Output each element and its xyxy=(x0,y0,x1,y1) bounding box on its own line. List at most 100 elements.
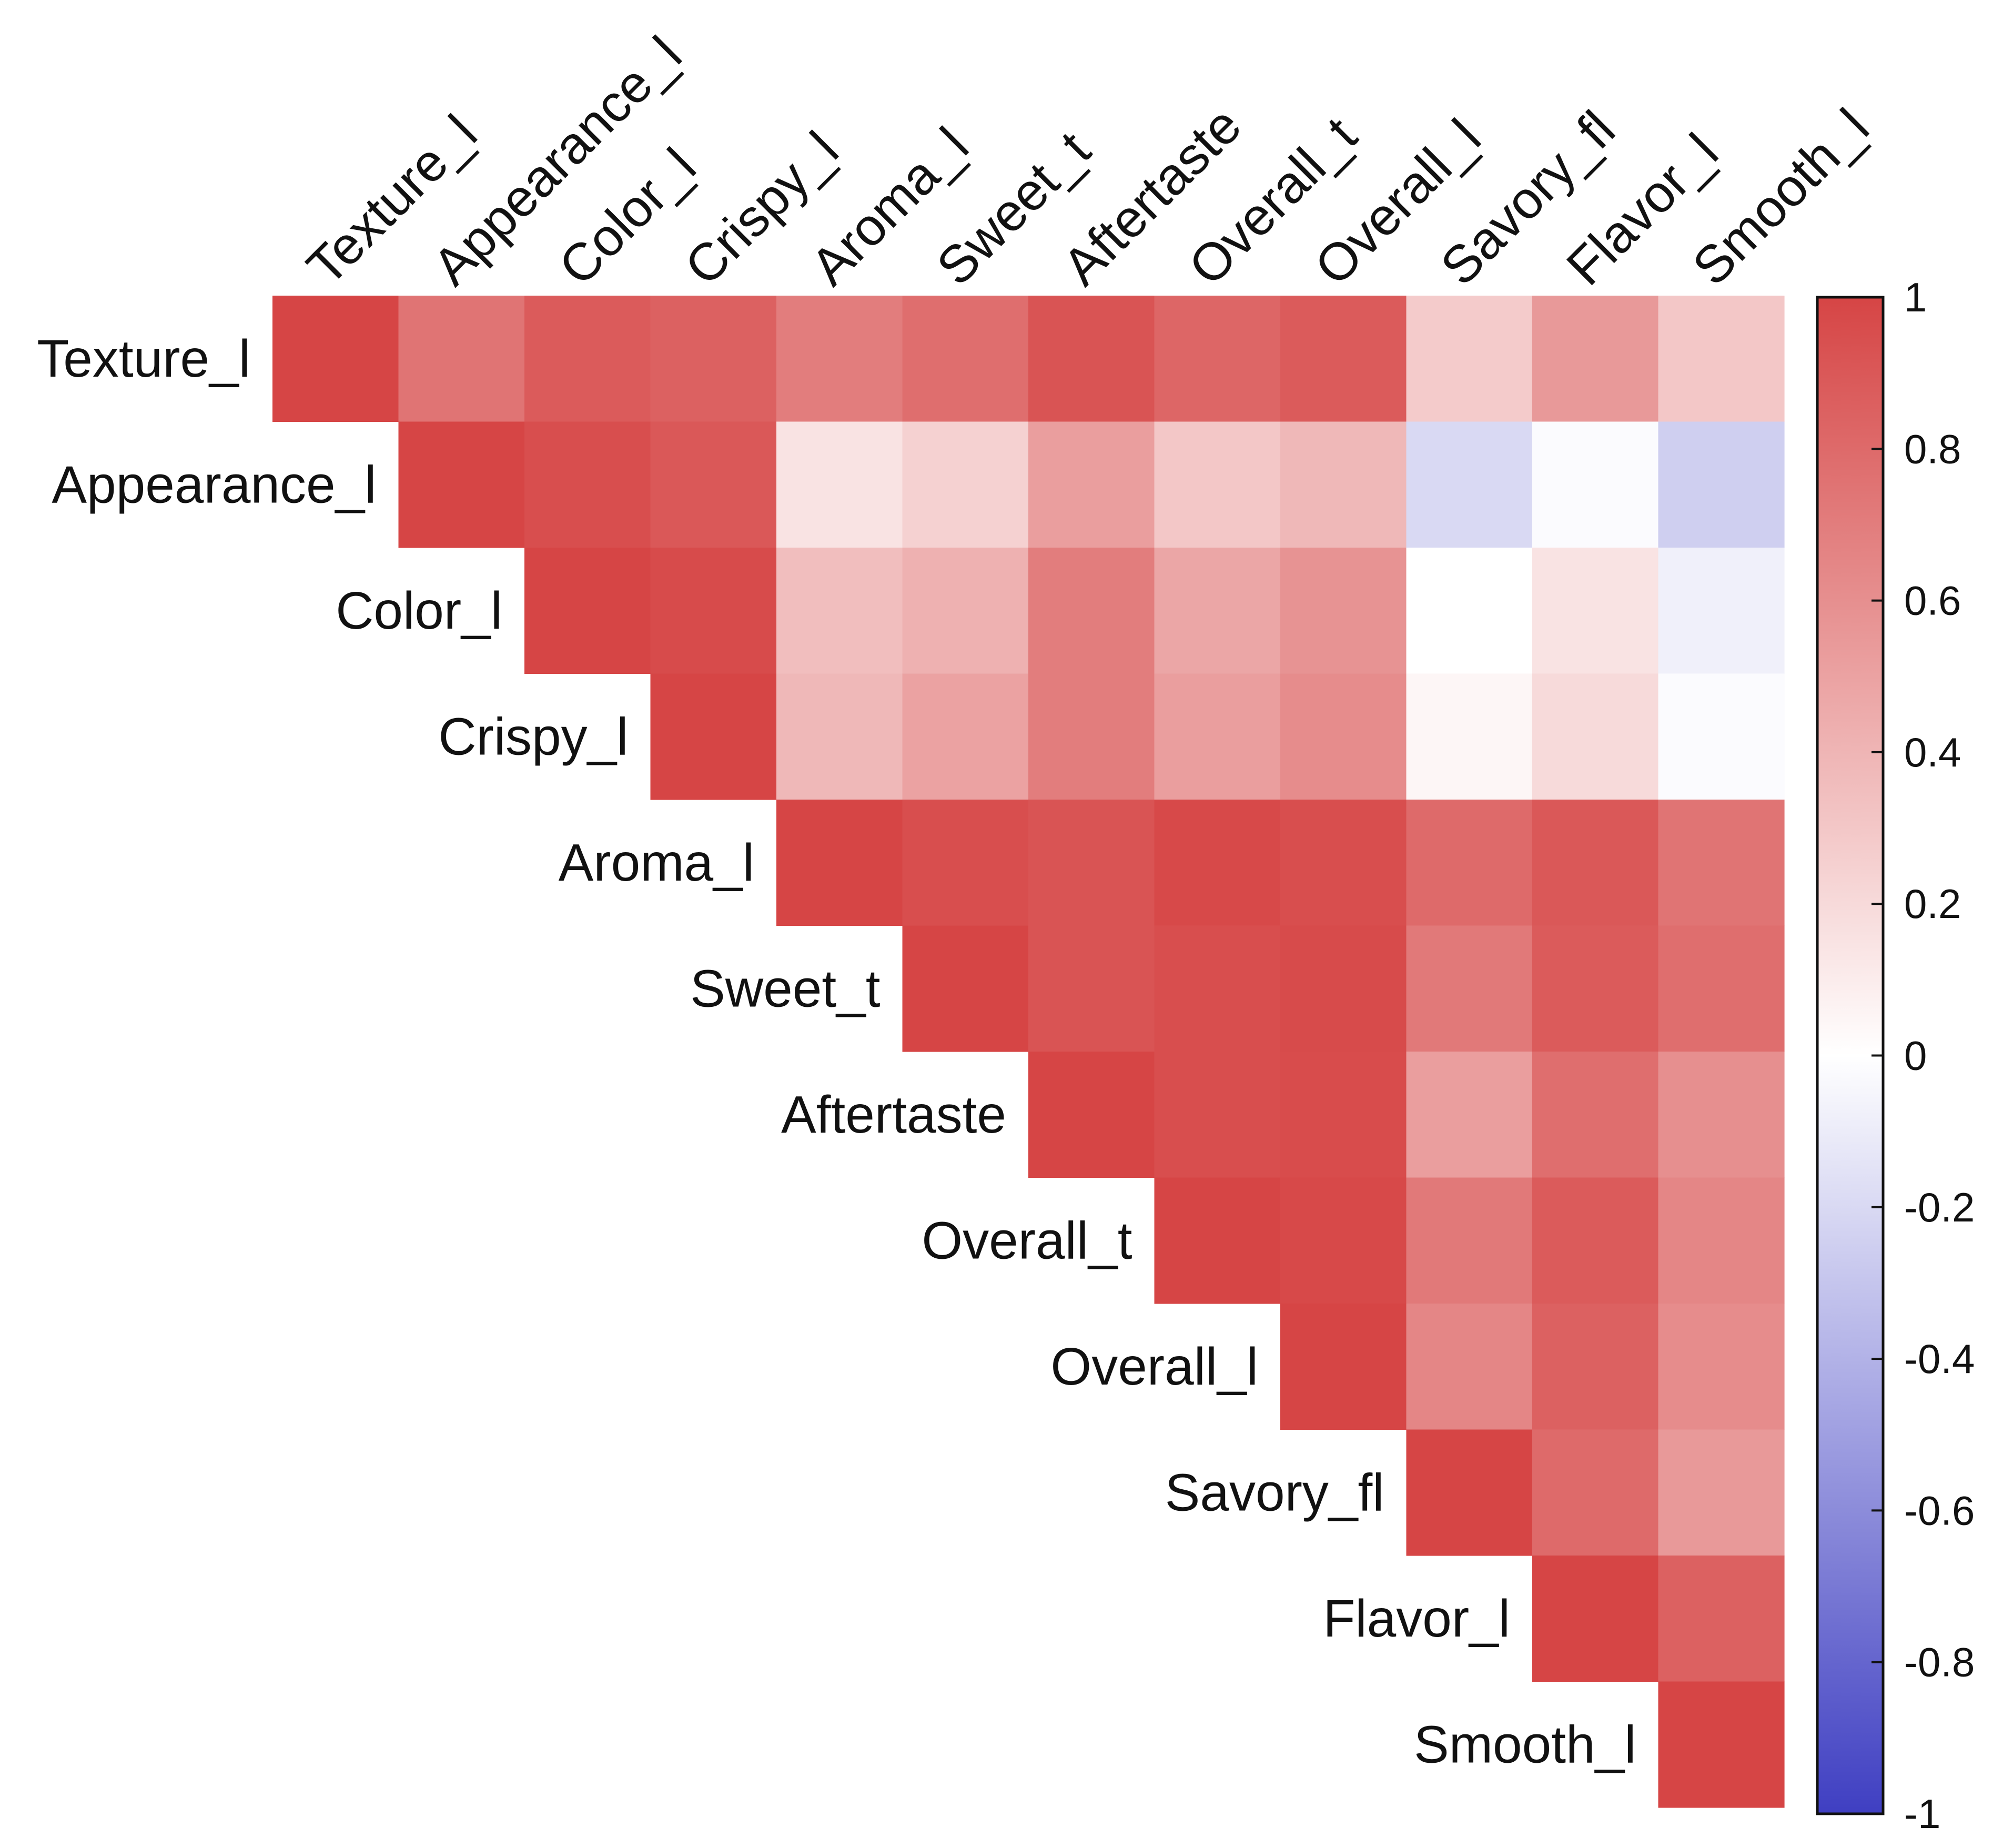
heatmap-cell-Sweet_t-Overall_l xyxy=(1280,925,1407,1052)
colorbar-tick-label: 0.6 xyxy=(1904,578,1961,624)
heatmap-cell-Crispy_l-Aroma_l xyxy=(776,673,903,800)
row-label: Overall_l xyxy=(1050,1337,1258,1396)
row-label: Color_l xyxy=(336,581,502,640)
heatmap-cell-Overall_t-Flavor_l xyxy=(1532,1177,1659,1304)
heatmap-cell-Texture_l-Texture_l xyxy=(272,296,399,422)
heatmap-cell-Texture_l-Smooth_l xyxy=(1658,296,1785,422)
heatmap-cell-Aroma_l-Flavor_l xyxy=(1532,800,1659,926)
column-label: Smooth_l xyxy=(1682,98,1880,297)
heatmap-cell-Aroma_l-Aftertaste xyxy=(1028,800,1155,926)
colorbar-tick-label: -0.2 xyxy=(1904,1184,1975,1230)
heatmap-cell-Appearance_l-Sweet_t xyxy=(902,421,1029,548)
heatmap-cell-Appearance_l-Color_l xyxy=(524,421,651,548)
heatmap-cell-Sweet_t-Overall_t xyxy=(1154,925,1281,1052)
heatmap-cell-Color_l-Crispy_l xyxy=(650,548,777,674)
heatmap-cell-Crispy_l-Crispy_l xyxy=(650,673,777,800)
heatmap-cell-Appearance_l-Savory_fl xyxy=(1406,421,1533,548)
heatmap-cell-Sweet_t-Aftertaste xyxy=(1028,925,1155,1052)
colorbar-tick-label: 1 xyxy=(1904,274,1927,320)
row-label: Crispy_l xyxy=(438,707,628,766)
heatmap-cell-Flavor_l-Smooth_l xyxy=(1658,1556,1785,1682)
heatmap-cell-Crispy_l-Overall_t xyxy=(1154,673,1281,800)
colorbar-tick-label: -0.4 xyxy=(1904,1336,1975,1382)
heatmap-cell-Appearance_l-Overall_l xyxy=(1280,421,1407,548)
heatmap-cell-Savory_fl-Smooth_l xyxy=(1658,1429,1785,1556)
heatmap-cell-Aftertaste-Savory_fl xyxy=(1406,1052,1533,1178)
heatmap-cell-Color_l-Flavor_l xyxy=(1532,548,1659,674)
heatmap-cell-Aftertaste-Overall_t xyxy=(1154,1052,1281,1178)
heatmap-cell-Texture_l-Sweet_t xyxy=(902,296,1029,422)
heatmap-cell-Color_l-Overall_l xyxy=(1280,548,1407,674)
heatmap-cell-Aroma_l-Savory_fl xyxy=(1406,800,1533,926)
row-label: Aftertaste xyxy=(781,1085,1006,1144)
heatmap-cell-Texture_l-Overall_l xyxy=(1280,296,1407,422)
heatmap-cell-Crispy_l-Overall_l xyxy=(1280,673,1407,800)
heatmap-cell-Texture_l-Appearance_l xyxy=(398,296,525,422)
heatmap-cell-Savory_fl-Savory_fl xyxy=(1406,1429,1533,1556)
heatmap-cell-Overall_t-Smooth_l xyxy=(1658,1177,1785,1304)
heatmap-cell-Texture_l-Crispy_l xyxy=(650,296,777,422)
row-label: Aroma_l xyxy=(559,833,754,892)
heatmap-cell-Appearance_l-Aroma_l xyxy=(776,421,903,548)
heatmap-cell-Overall_t-Overall_l xyxy=(1280,1177,1407,1304)
heatmap-cell-Appearance_l-Overall_t xyxy=(1154,421,1281,548)
heatmap-cell-Savory_fl-Flavor_l xyxy=(1532,1429,1659,1556)
heatmap-cell-Aroma_l-Overall_t xyxy=(1154,800,1281,926)
colorbar-tick-label: 0.8 xyxy=(1904,426,1961,472)
heatmap-cell-Overall_t-Savory_fl xyxy=(1406,1177,1533,1304)
colorbar-tick-label: -1 xyxy=(1904,1791,1940,1837)
heatmap-cell-Appearance_l-Smooth_l xyxy=(1658,421,1785,548)
row-label: Overall_t xyxy=(922,1211,1132,1270)
heatmap-cell-Aroma_l-Overall_l xyxy=(1280,800,1407,926)
heatmap-cell-Texture_l-Overall_t xyxy=(1154,296,1281,422)
colorbar-tick-label: 0 xyxy=(1904,1033,1927,1079)
heatmap-cell-Aftertaste-Flavor_l xyxy=(1532,1052,1659,1178)
heatmap-cell-Texture_l-Flavor_l xyxy=(1532,296,1659,422)
row-label: Smooth_l xyxy=(1414,1715,1636,1774)
column-labels: Texture_lAppearance_lColor_lCrispy_lArom… xyxy=(296,25,1880,297)
row-label: Appearance_l xyxy=(52,455,376,514)
heatmap-cell-Overall_l-Overall_l xyxy=(1280,1304,1407,1430)
row-label: Savory_fl xyxy=(1165,1463,1384,1522)
heatmap-cell-Color_l-Savory_fl xyxy=(1406,548,1533,674)
heatmap-cell-Color_l-Smooth_l xyxy=(1658,548,1785,674)
heatmap-cell-Aroma_l-Aroma_l xyxy=(776,800,903,926)
heatmap-cell-Sweet_t-Sweet_t xyxy=(902,925,1029,1052)
heatmap-cell-Appearance_l-Appearance_l xyxy=(398,421,525,548)
heatmap-cells xyxy=(272,296,1785,1808)
heatmap-cell-Appearance_l-Aftertaste xyxy=(1028,421,1155,548)
heatmap-cell-Sweet_t-Savory_fl xyxy=(1406,925,1533,1052)
heatmap-cell-Texture_l-Aftertaste xyxy=(1028,296,1155,422)
heatmap-cell-Overall_l-Savory_fl xyxy=(1406,1304,1533,1430)
heatmap-cell-Color_l-Sweet_t xyxy=(902,548,1029,674)
heatmap-cell-Aroma_l-Sweet_t xyxy=(902,800,1029,926)
heatmap-cell-Sweet_t-Smooth_l xyxy=(1658,925,1785,1052)
row-label: Sweet_t xyxy=(690,959,881,1018)
heatmap-cell-Appearance_l-Flavor_l xyxy=(1532,421,1659,548)
heatmap-cell-Color_l-Aroma_l xyxy=(776,548,903,674)
heatmap-cell-Crispy_l-Flavor_l xyxy=(1532,673,1659,800)
heatmap-cell-Texture_l-Color_l xyxy=(524,296,651,422)
heatmap-cell-Flavor_l-Flavor_l xyxy=(1532,1556,1659,1682)
heatmap-cell-Aftertaste-Aftertaste xyxy=(1028,1052,1155,1178)
heatmap-cell-Aftertaste-Overall_l xyxy=(1280,1052,1407,1178)
colorbar-tick-label: -0.6 xyxy=(1904,1487,1975,1533)
heatmap-cell-Smooth_l-Smooth_l xyxy=(1658,1681,1785,1808)
heatmap-cell-Crispy_l-Aftertaste xyxy=(1028,673,1155,800)
heatmap-cell-Texture_l-Savory_fl xyxy=(1406,296,1533,422)
colorbar-tick-label: -0.8 xyxy=(1904,1639,1975,1685)
heatmap-cell-Color_l-Overall_t xyxy=(1154,548,1281,674)
heatmap-cell-Overall_l-Smooth_l xyxy=(1658,1304,1785,1430)
heatmap-cell-Crispy_l-Smooth_l xyxy=(1658,673,1785,800)
heatmap-cell-Appearance_l-Crispy_l xyxy=(650,421,777,548)
heatmap-cell-Color_l-Color_l xyxy=(524,548,651,674)
heatmap-cell-Overall_l-Flavor_l xyxy=(1532,1304,1659,1430)
heatmap-cell-Sweet_t-Flavor_l xyxy=(1532,925,1659,1052)
row-label: Texture_l xyxy=(37,329,250,388)
heatmap-cell-Aroma_l-Smooth_l xyxy=(1658,800,1785,926)
heatmap-cell-Aftertaste-Smooth_l xyxy=(1658,1052,1785,1178)
row-labels: Texture_l Appearance_l Color_l Crispy_l Arom… xyxy=(37,329,1636,1774)
colorbar-tick-label: 0.4 xyxy=(1904,729,1961,775)
